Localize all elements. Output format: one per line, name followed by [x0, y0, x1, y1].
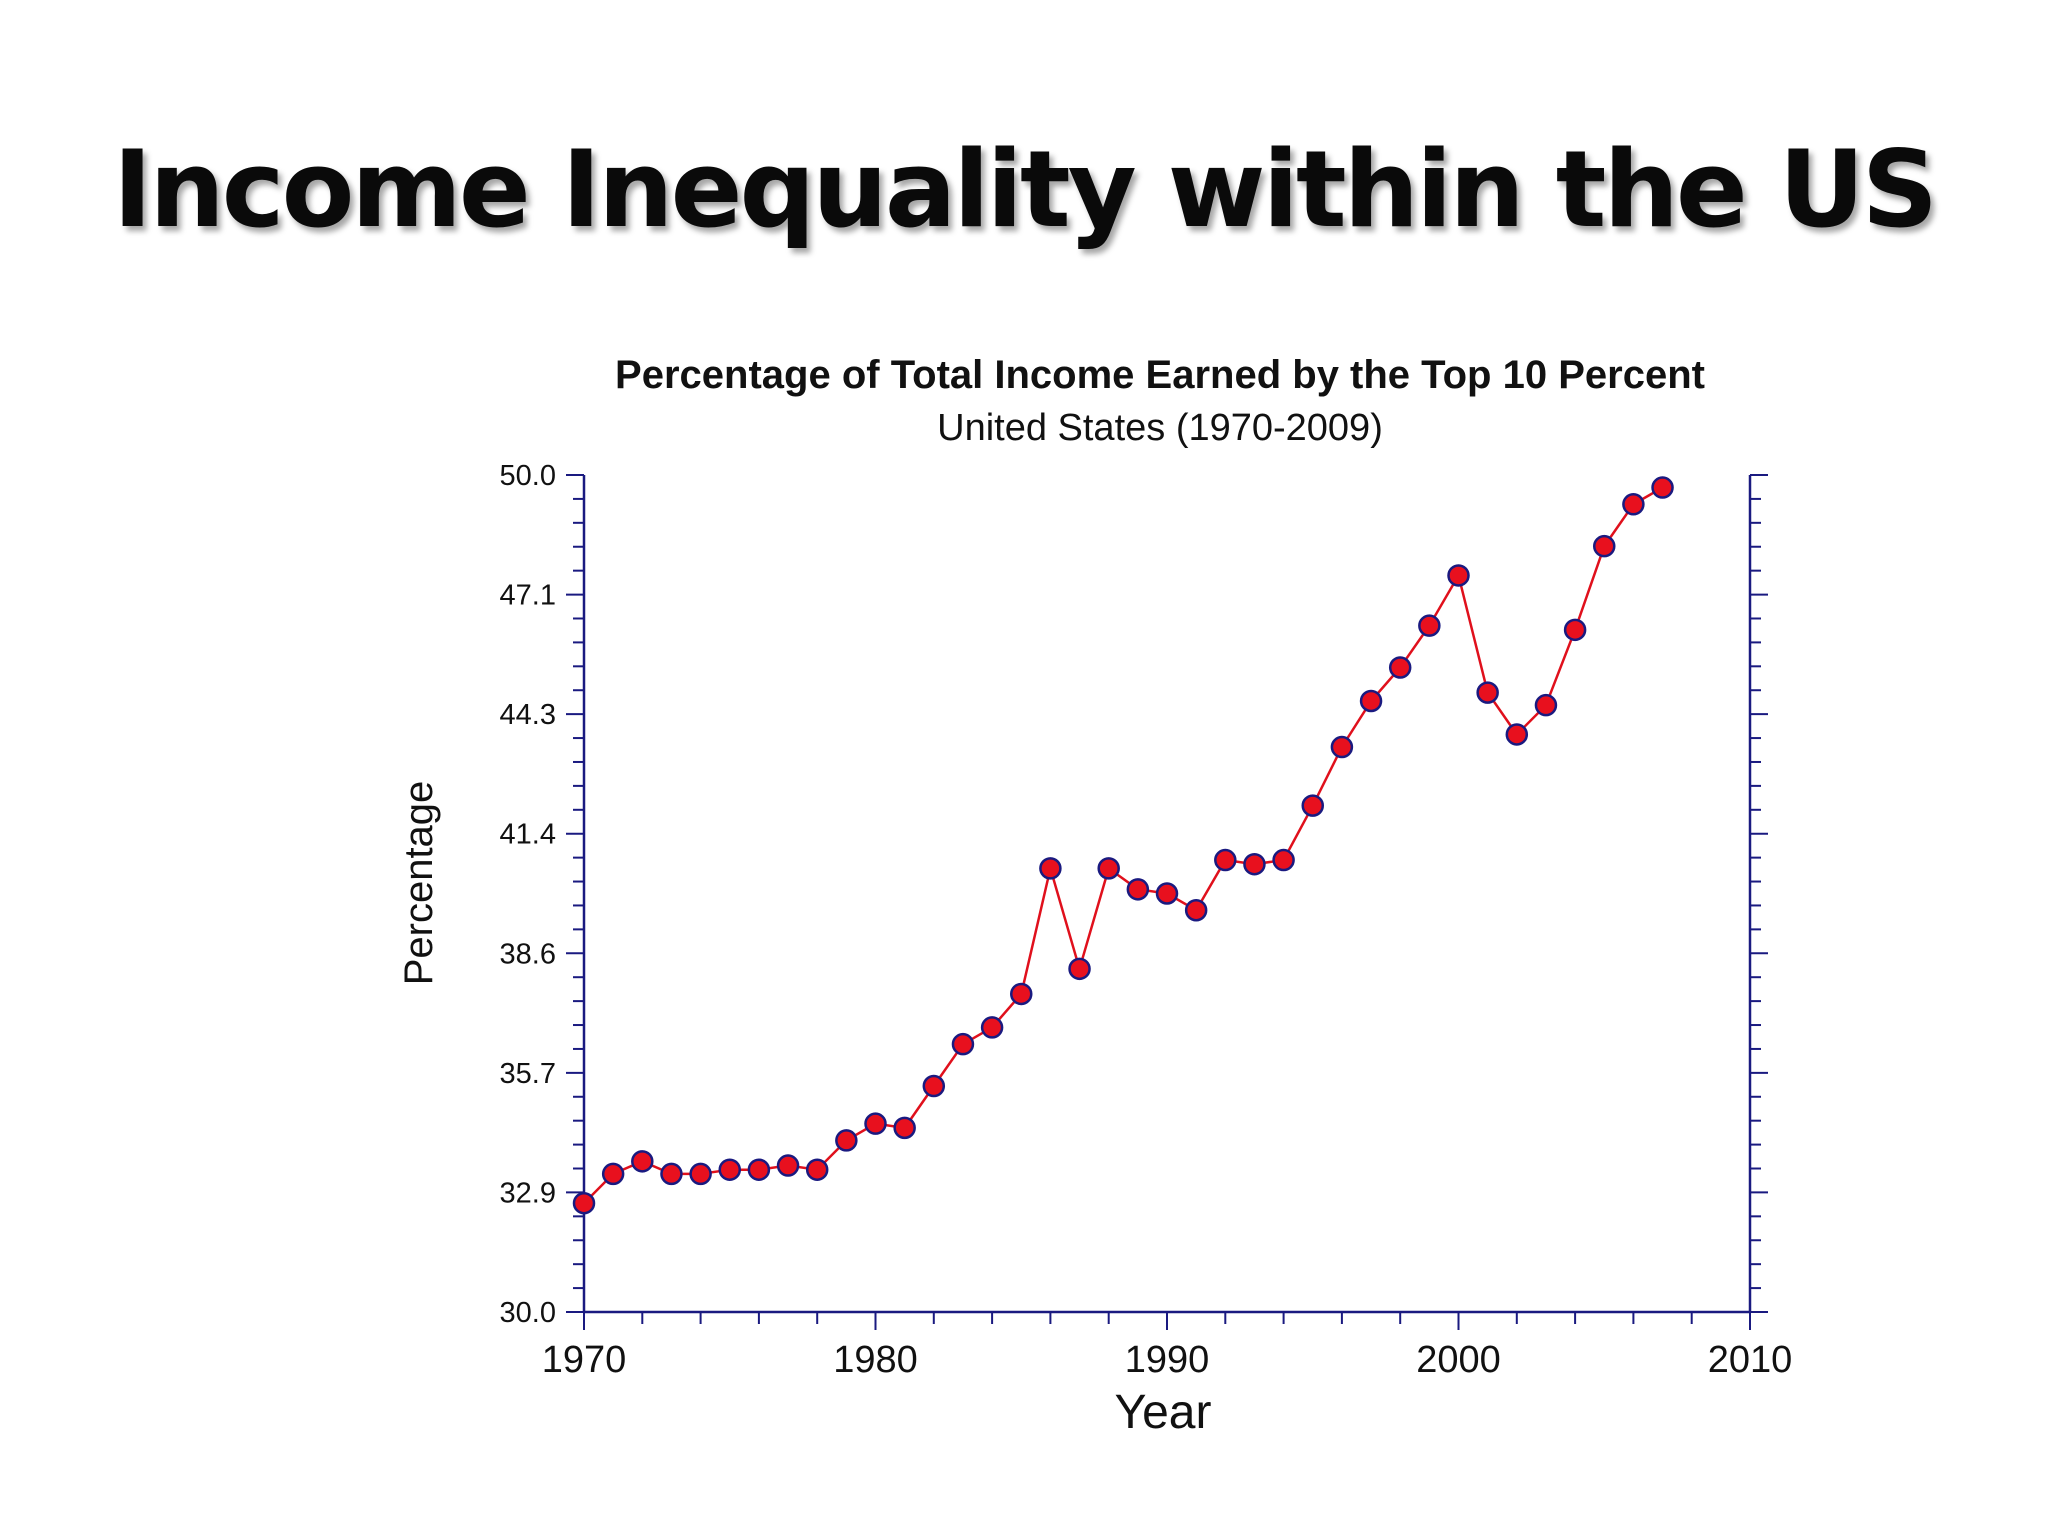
data-point	[1301, 794, 1324, 817]
data-point	[1359, 689, 1383, 713]
data-point	[1388, 656, 1412, 679]
data-point	[893, 1116, 916, 1140]
y-tick-label: 32.9	[500, 1177, 556, 1209]
y-tick-label: 50.0	[500, 460, 556, 492]
data-point	[660, 1162, 683, 1186]
axes	[566, 474, 1768, 1330]
data-point	[951, 1032, 975, 1056]
data-point	[689, 1162, 712, 1186]
data-point	[601, 1162, 625, 1186]
y-tick-label: 41.4	[500, 819, 556, 851]
data-point	[1243, 852, 1266, 876]
data-point	[1039, 857, 1062, 880]
data-point	[1068, 957, 1091, 981]
data-point	[1184, 898, 1208, 922]
x-tick-label: 1970	[542, 1339, 627, 1381]
data-point	[1418, 614, 1441, 637]
data-point	[1010, 982, 1033, 1006]
data-point	[835, 1129, 858, 1152]
y-tick-label: 47.1	[500, 580, 556, 612]
x-tick-label: 1980	[833, 1339, 918, 1381]
data-point	[776, 1154, 800, 1177]
data-point	[922, 1074, 946, 1098]
data-point	[747, 1158, 771, 1181]
y-axis-label: Percentage	[397, 781, 441, 986]
data-point	[1622, 493, 1645, 516]
x-tick-labels: 1970 1980 1990 2000 2010	[542, 1339, 1793, 1381]
data-point	[1593, 534, 1616, 558]
data-point	[1534, 693, 1558, 717]
data-point	[805, 1158, 829, 1181]
data-point	[1476, 681, 1499, 704]
data-point	[864, 1112, 887, 1135]
data-point	[1447, 564, 1470, 587]
data-point	[980, 1016, 1004, 1039]
y-tick-labels: 30.0 32.9 35.7 38.6 41.4 44.3 47.1 50.0	[500, 460, 556, 1329]
y-tick-label: 44.3	[500, 699, 556, 731]
x-tick-label: 1990	[1125, 1339, 1210, 1381]
data-point	[631, 1150, 654, 1173]
y-tick-label: 30.0	[500, 1297, 556, 1329]
data-point	[1330, 735, 1354, 759]
data-point	[1214, 848, 1237, 872]
data-points	[572, 476, 1674, 1215]
data-point	[1272, 848, 1295, 872]
y-tick-label: 35.7	[500, 1058, 556, 1090]
x-tick-label: 2000	[1416, 1339, 1501, 1381]
series-line-group	[583, 486, 1664, 1205]
data-point	[1097, 857, 1120, 880]
data-point	[1505, 723, 1529, 746]
data-point	[1563, 618, 1587, 642]
data-point	[1126, 878, 1150, 901]
data-point	[1155, 882, 1179, 905]
chart-subtitle: United States (1970-2009)	[937, 407, 1383, 449]
data-point	[718, 1158, 741, 1181]
x-axis-label: Year	[1115, 1386, 1212, 1439]
chart-title: Percentage of Total Income Earned by the…	[615, 353, 1705, 397]
data-point	[572, 1191, 596, 1215]
series-line	[583, 486, 1664, 1205]
slide-title: Income Inequality within the US	[112, 128, 1938, 251]
x-tick-label: 2010	[1708, 1339, 1793, 1381]
y-tick-label: 38.6	[500, 938, 556, 970]
data-point	[1651, 476, 1674, 499]
